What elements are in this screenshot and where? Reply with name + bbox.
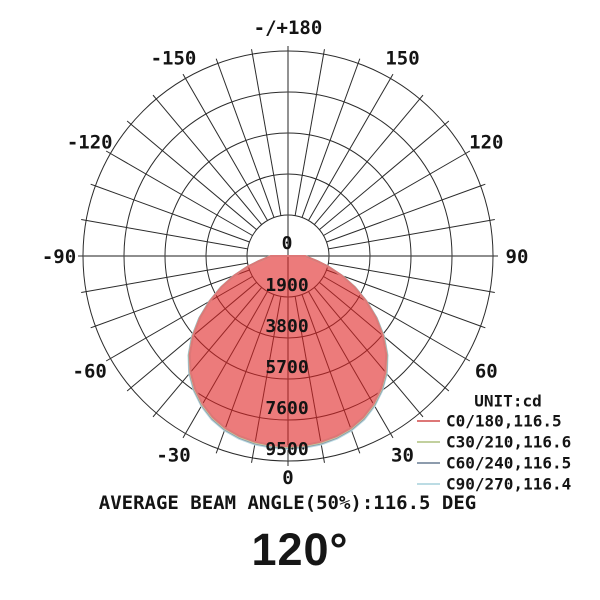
grid-tick <box>126 120 132 125</box>
legend-unit-label: UNIT:cd <box>474 392 541 411</box>
grid-spoke <box>95 269 250 327</box>
grid-tick <box>90 325 96 329</box>
grid-tick <box>81 219 87 221</box>
grid-spoke <box>217 63 275 218</box>
grid-spoke <box>130 123 257 231</box>
grid-tick <box>251 457 253 463</box>
beam-curve-c0-180 <box>188 255 388 448</box>
grid-tick <box>419 94 424 100</box>
grid-tick <box>215 58 219 64</box>
grid-spoke <box>308 78 391 221</box>
angle-label-neg120: -120 <box>67 132 113 154</box>
grid-tick <box>90 183 96 187</box>
ring-value-label: 1900 <box>265 275 308 296</box>
grid-tick <box>251 49 253 55</box>
ring-value-label: 9500 <box>265 439 308 460</box>
grid-spoke <box>155 98 263 225</box>
grid-tick <box>480 183 486 187</box>
ring-value-label: 7600 <box>265 398 308 419</box>
grid-spoke <box>110 153 253 236</box>
grid-tick <box>390 433 394 439</box>
grid-spoke <box>328 219 490 250</box>
grid-tick <box>323 49 325 55</box>
grid-spoke <box>328 262 490 293</box>
grid-tick <box>152 412 157 418</box>
grid-spoke <box>251 54 282 216</box>
grid-spoke <box>95 185 250 243</box>
grid-tick <box>390 73 394 79</box>
grid-tick <box>323 457 325 463</box>
angle-label-30: 30 <box>391 444 414 466</box>
legend-label-c0-180: C0/180,116.5 <box>446 412 562 431</box>
center-zero-label: 0 <box>282 233 293 254</box>
grid-tick <box>444 120 450 125</box>
angle-label-150: 150 <box>385 48 419 70</box>
grid-tick <box>444 387 450 392</box>
grid-tick <box>480 325 486 329</box>
angle-label-neg90: -90 <box>42 246 76 268</box>
angle-label-180: -/+180 <box>254 17 323 39</box>
grid-tick <box>182 433 186 439</box>
beam-fill <box>189 256 387 447</box>
grid-spoke <box>319 123 446 231</box>
angle-label-0: 0 <box>282 467 293 489</box>
grid-tick <box>81 291 87 293</box>
legend-label-c60-240: C60/240,116.5 <box>446 454 571 473</box>
grid-tick <box>357 58 361 64</box>
legend-label-c30-210: C30/210,116.6 <box>446 433 571 452</box>
angle-label-90: 90 <box>506 246 529 268</box>
grid-spoke <box>301 63 359 218</box>
grid-spoke <box>86 219 248 250</box>
angle-label-60: 60 <box>475 361 498 383</box>
grid-tick <box>105 358 111 362</box>
grid-tick <box>182 73 186 79</box>
grid-spoke <box>294 54 325 216</box>
grid-tick <box>465 150 471 154</box>
grid-tick <box>357 448 361 454</box>
grid-tick <box>215 448 219 454</box>
grid-tick <box>489 291 495 293</box>
grid-spoke <box>326 269 481 327</box>
angle-label-neg60: -60 <box>73 361 107 383</box>
grid-spoke <box>313 98 421 225</box>
grid-tick <box>465 358 471 362</box>
legend-label-c90-270: C90/270,116.4 <box>446 475 571 494</box>
angle-label-120: 120 <box>469 132 503 154</box>
grid-spoke <box>323 153 466 236</box>
average-beam-angle-text: AVERAGE BEAM ANGLE(50%):116.5 DEG <box>98 492 477 514</box>
grid-spoke <box>326 185 481 243</box>
grid-tick <box>126 387 132 392</box>
angle-label-neg30: -30 <box>156 444 190 466</box>
ring-value-label: 5700 <box>265 357 308 378</box>
grid-tick <box>152 94 157 100</box>
grid-tick <box>489 219 495 221</box>
ring-value-label: 3800 <box>265 316 308 337</box>
grid-spoke <box>86 262 248 293</box>
grid-tick <box>105 150 111 154</box>
grid-spoke <box>185 78 268 221</box>
beam-angle-title: 120° <box>251 524 349 575</box>
angle-label-neg150: -150 <box>151 48 197 70</box>
grid-tick <box>419 412 424 418</box>
